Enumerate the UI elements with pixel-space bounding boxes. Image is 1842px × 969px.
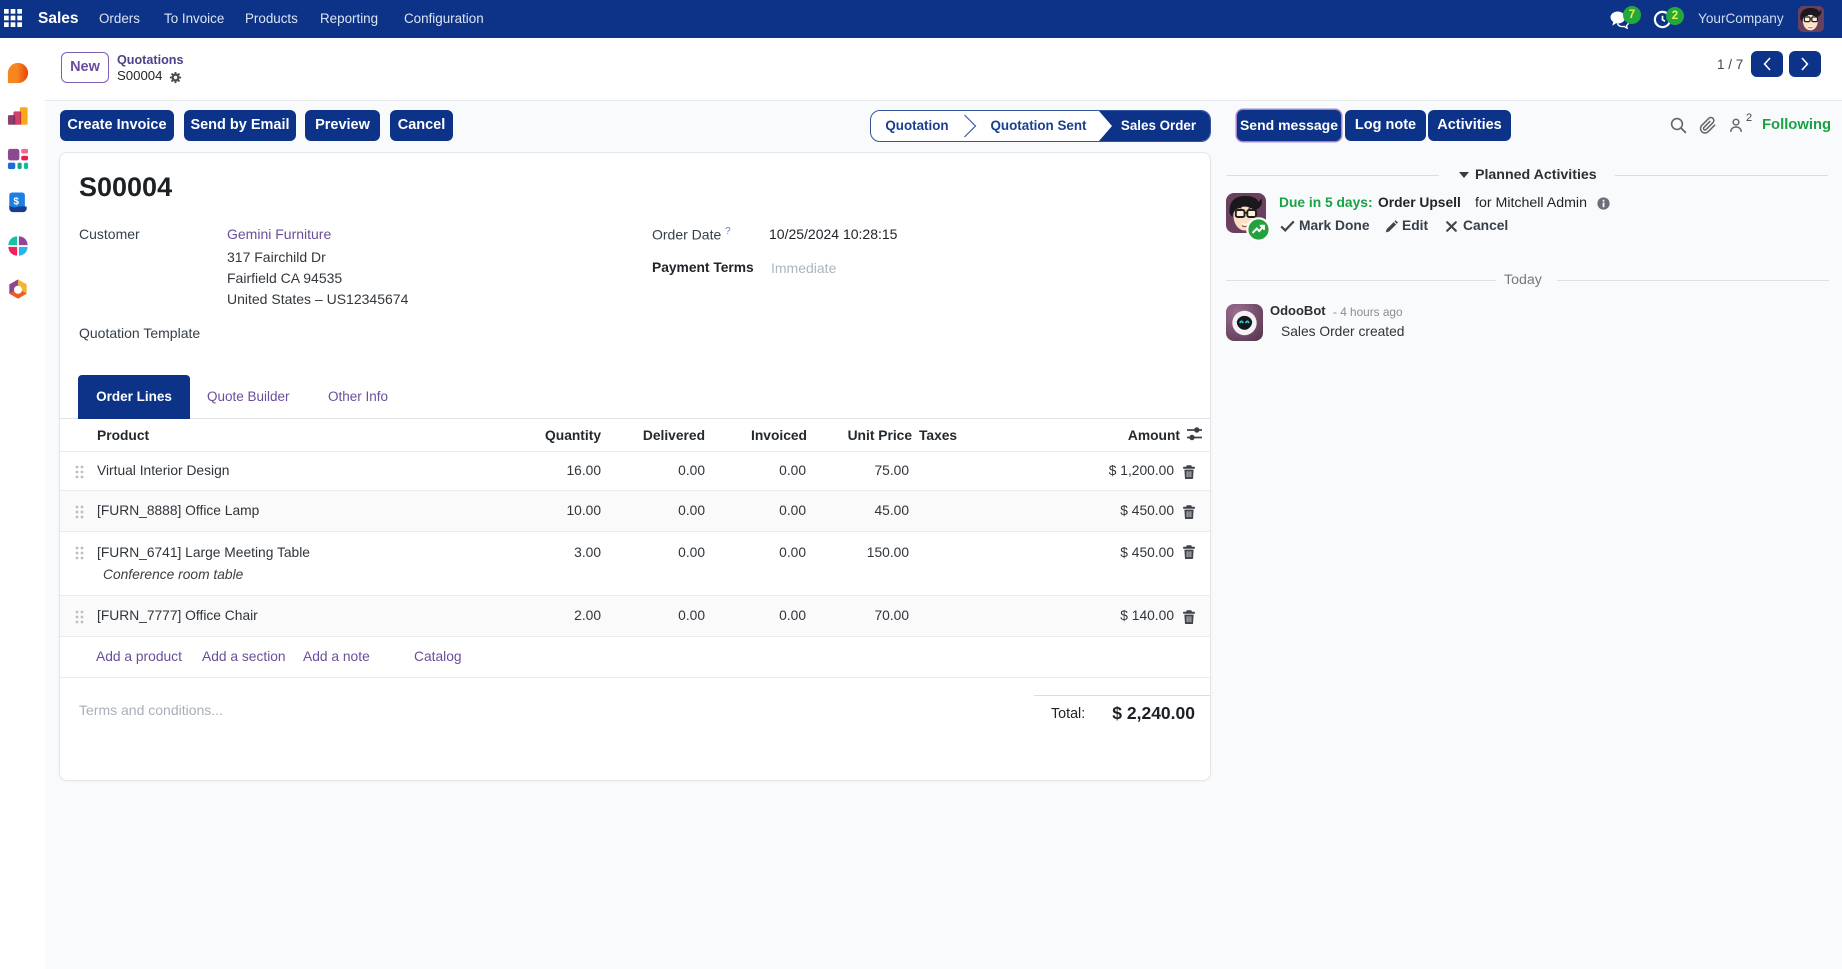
svg-text:$: $ xyxy=(13,196,19,207)
